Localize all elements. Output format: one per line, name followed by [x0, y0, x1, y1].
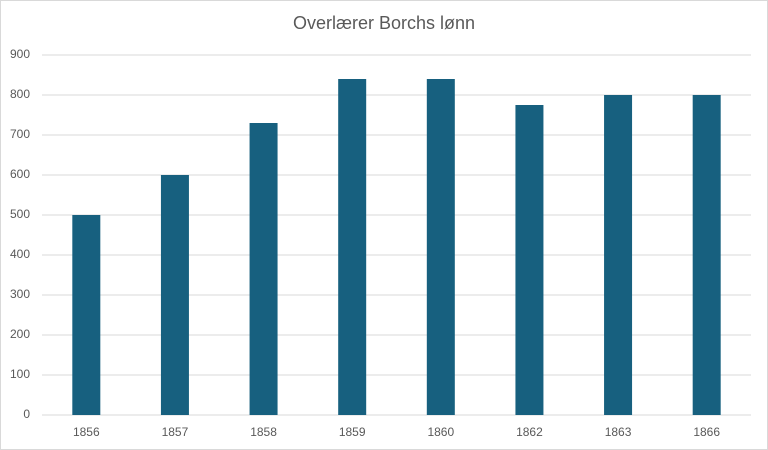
y-tick-label: 100	[10, 367, 30, 381]
x-tick-label: 1862	[516, 425, 543, 439]
bar	[72, 215, 101, 415]
x-tick-label: 1860	[427, 425, 454, 439]
bar	[692, 95, 721, 415]
y-tick-label: 900	[10, 47, 30, 61]
bar	[604, 95, 633, 415]
y-tick-label: 800	[10, 87, 30, 101]
y-tick-label: 200	[10, 327, 30, 341]
y-tick-label: 700	[10, 127, 30, 141]
bar	[515, 105, 544, 415]
y-tick-label: 600	[10, 167, 30, 181]
x-tick-label: 1857	[162, 425, 189, 439]
y-tick-label: 400	[10, 247, 30, 261]
bar	[249, 123, 278, 415]
y-tick-label: 0	[23, 407, 30, 421]
bar	[160, 175, 189, 415]
x-tick-label: 1859	[339, 425, 366, 439]
bar	[426, 79, 455, 415]
x-tick-label: 1856	[73, 425, 100, 439]
y-tick-label: 300	[10, 287, 30, 301]
x-tick-label: 1863	[605, 425, 632, 439]
y-tick-label: 500	[10, 207, 30, 221]
x-tick-label: 1858	[250, 425, 277, 439]
chart-title: Overlærer Borchs lønn	[293, 13, 475, 33]
x-tick-label: 1866	[693, 425, 720, 439]
bar	[338, 79, 367, 415]
